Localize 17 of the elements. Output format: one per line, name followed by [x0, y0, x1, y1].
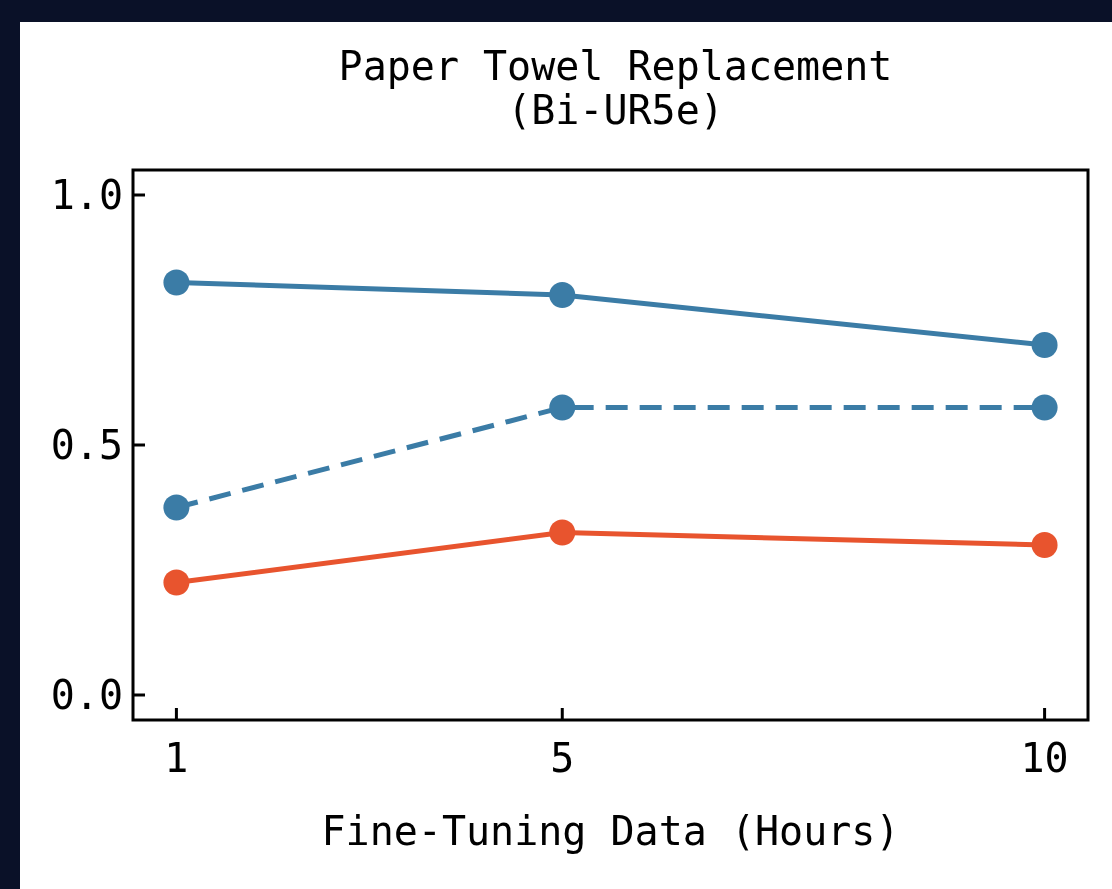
- x-axis-title: Fine-Tuning Data (Hours): [321, 808, 900, 854]
- point: [549, 282, 576, 308]
- x-tick-label: 1: [164, 735, 189, 781]
- point: [1031, 394, 1058, 421]
- y-tick-label: 1.0: [50, 172, 123, 218]
- chart-title: Paper Towel Replacement (Bi-UR5e): [338, 43, 893, 133]
- point: [549, 394, 576, 421]
- point: [163, 569, 190, 596]
- x-tick-label: 5: [550, 735, 575, 781]
- point: [163, 494, 190, 521]
- y-tick-label: 0.5: [50, 422, 123, 468]
- x-tick-label: 10: [1020, 735, 1069, 781]
- point: [1031, 332, 1058, 358]
- point: [549, 519, 576, 546]
- point: [1031, 532, 1058, 558]
- y-tick-label: 0.0: [50, 672, 123, 718]
- point: [163, 269, 190, 296]
